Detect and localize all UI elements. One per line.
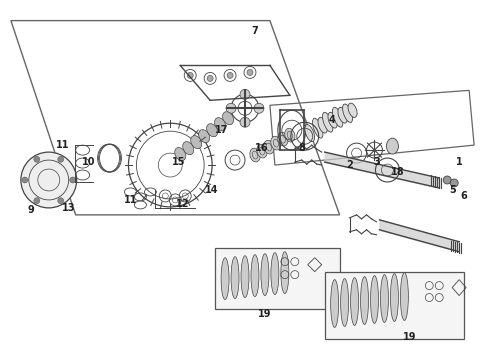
Circle shape	[247, 69, 253, 75]
Circle shape	[34, 156, 40, 162]
Text: 9: 9	[27, 205, 34, 215]
Ellipse shape	[350, 278, 359, 325]
Ellipse shape	[391, 274, 398, 321]
Text: 11: 11	[123, 195, 137, 205]
Text: 12: 12	[175, 199, 189, 209]
Ellipse shape	[348, 103, 357, 117]
Ellipse shape	[221, 258, 229, 300]
Ellipse shape	[271, 253, 279, 294]
Ellipse shape	[207, 124, 218, 137]
Circle shape	[34, 198, 40, 204]
Ellipse shape	[370, 276, 378, 323]
Ellipse shape	[313, 118, 323, 138]
Ellipse shape	[251, 255, 259, 297]
Circle shape	[226, 103, 236, 113]
Text: 6: 6	[461, 191, 467, 201]
Text: 13: 13	[62, 203, 75, 213]
Circle shape	[207, 75, 213, 81]
Ellipse shape	[338, 107, 347, 123]
Circle shape	[240, 117, 250, 127]
Ellipse shape	[278, 132, 288, 146]
Bar	[215, 248, 340, 310]
Text: 16: 16	[255, 143, 269, 153]
Text: 19: 19	[258, 310, 271, 319]
Ellipse shape	[318, 117, 327, 133]
Circle shape	[58, 198, 64, 204]
Circle shape	[254, 103, 264, 113]
Circle shape	[443, 176, 451, 184]
Circle shape	[70, 177, 75, 183]
Text: 5: 5	[449, 185, 456, 195]
Circle shape	[187, 72, 193, 78]
Ellipse shape	[222, 112, 234, 125]
Ellipse shape	[264, 140, 274, 154]
Text: 19: 19	[403, 332, 416, 342]
Text: 7: 7	[251, 26, 258, 36]
Text: 1: 1	[456, 157, 463, 167]
Ellipse shape	[261, 254, 269, 296]
Ellipse shape	[175, 148, 186, 161]
Ellipse shape	[361, 276, 368, 324]
Ellipse shape	[400, 273, 408, 320]
Text: 4: 4	[328, 115, 335, 125]
Text: 2: 2	[346, 160, 353, 170]
Ellipse shape	[257, 144, 267, 158]
Circle shape	[21, 152, 76, 208]
Text: 14: 14	[205, 185, 219, 195]
Text: 18: 18	[391, 167, 404, 177]
Ellipse shape	[322, 112, 333, 132]
Ellipse shape	[250, 148, 260, 162]
Ellipse shape	[285, 128, 295, 142]
Text: 11: 11	[56, 140, 70, 150]
Ellipse shape	[241, 256, 249, 298]
Circle shape	[22, 177, 28, 183]
Text: 8: 8	[298, 143, 305, 153]
Ellipse shape	[305, 125, 315, 142]
Ellipse shape	[215, 118, 225, 131]
Text: 3: 3	[373, 157, 380, 167]
Bar	[325, 272, 464, 339]
Ellipse shape	[341, 279, 348, 327]
Ellipse shape	[191, 136, 202, 149]
Ellipse shape	[231, 257, 239, 298]
Ellipse shape	[343, 104, 353, 122]
Ellipse shape	[331, 280, 339, 328]
Circle shape	[240, 89, 250, 99]
Ellipse shape	[387, 138, 398, 154]
Ellipse shape	[271, 136, 281, 150]
Ellipse shape	[183, 141, 194, 155]
Ellipse shape	[281, 252, 289, 293]
Ellipse shape	[380, 275, 389, 323]
Text: 17: 17	[215, 125, 229, 135]
Circle shape	[227, 72, 233, 78]
Ellipse shape	[328, 112, 337, 128]
Ellipse shape	[198, 130, 210, 143]
Ellipse shape	[332, 107, 343, 127]
Text: 10: 10	[82, 157, 96, 167]
Text: 15: 15	[172, 157, 185, 167]
Circle shape	[58, 156, 64, 162]
Circle shape	[450, 179, 458, 187]
